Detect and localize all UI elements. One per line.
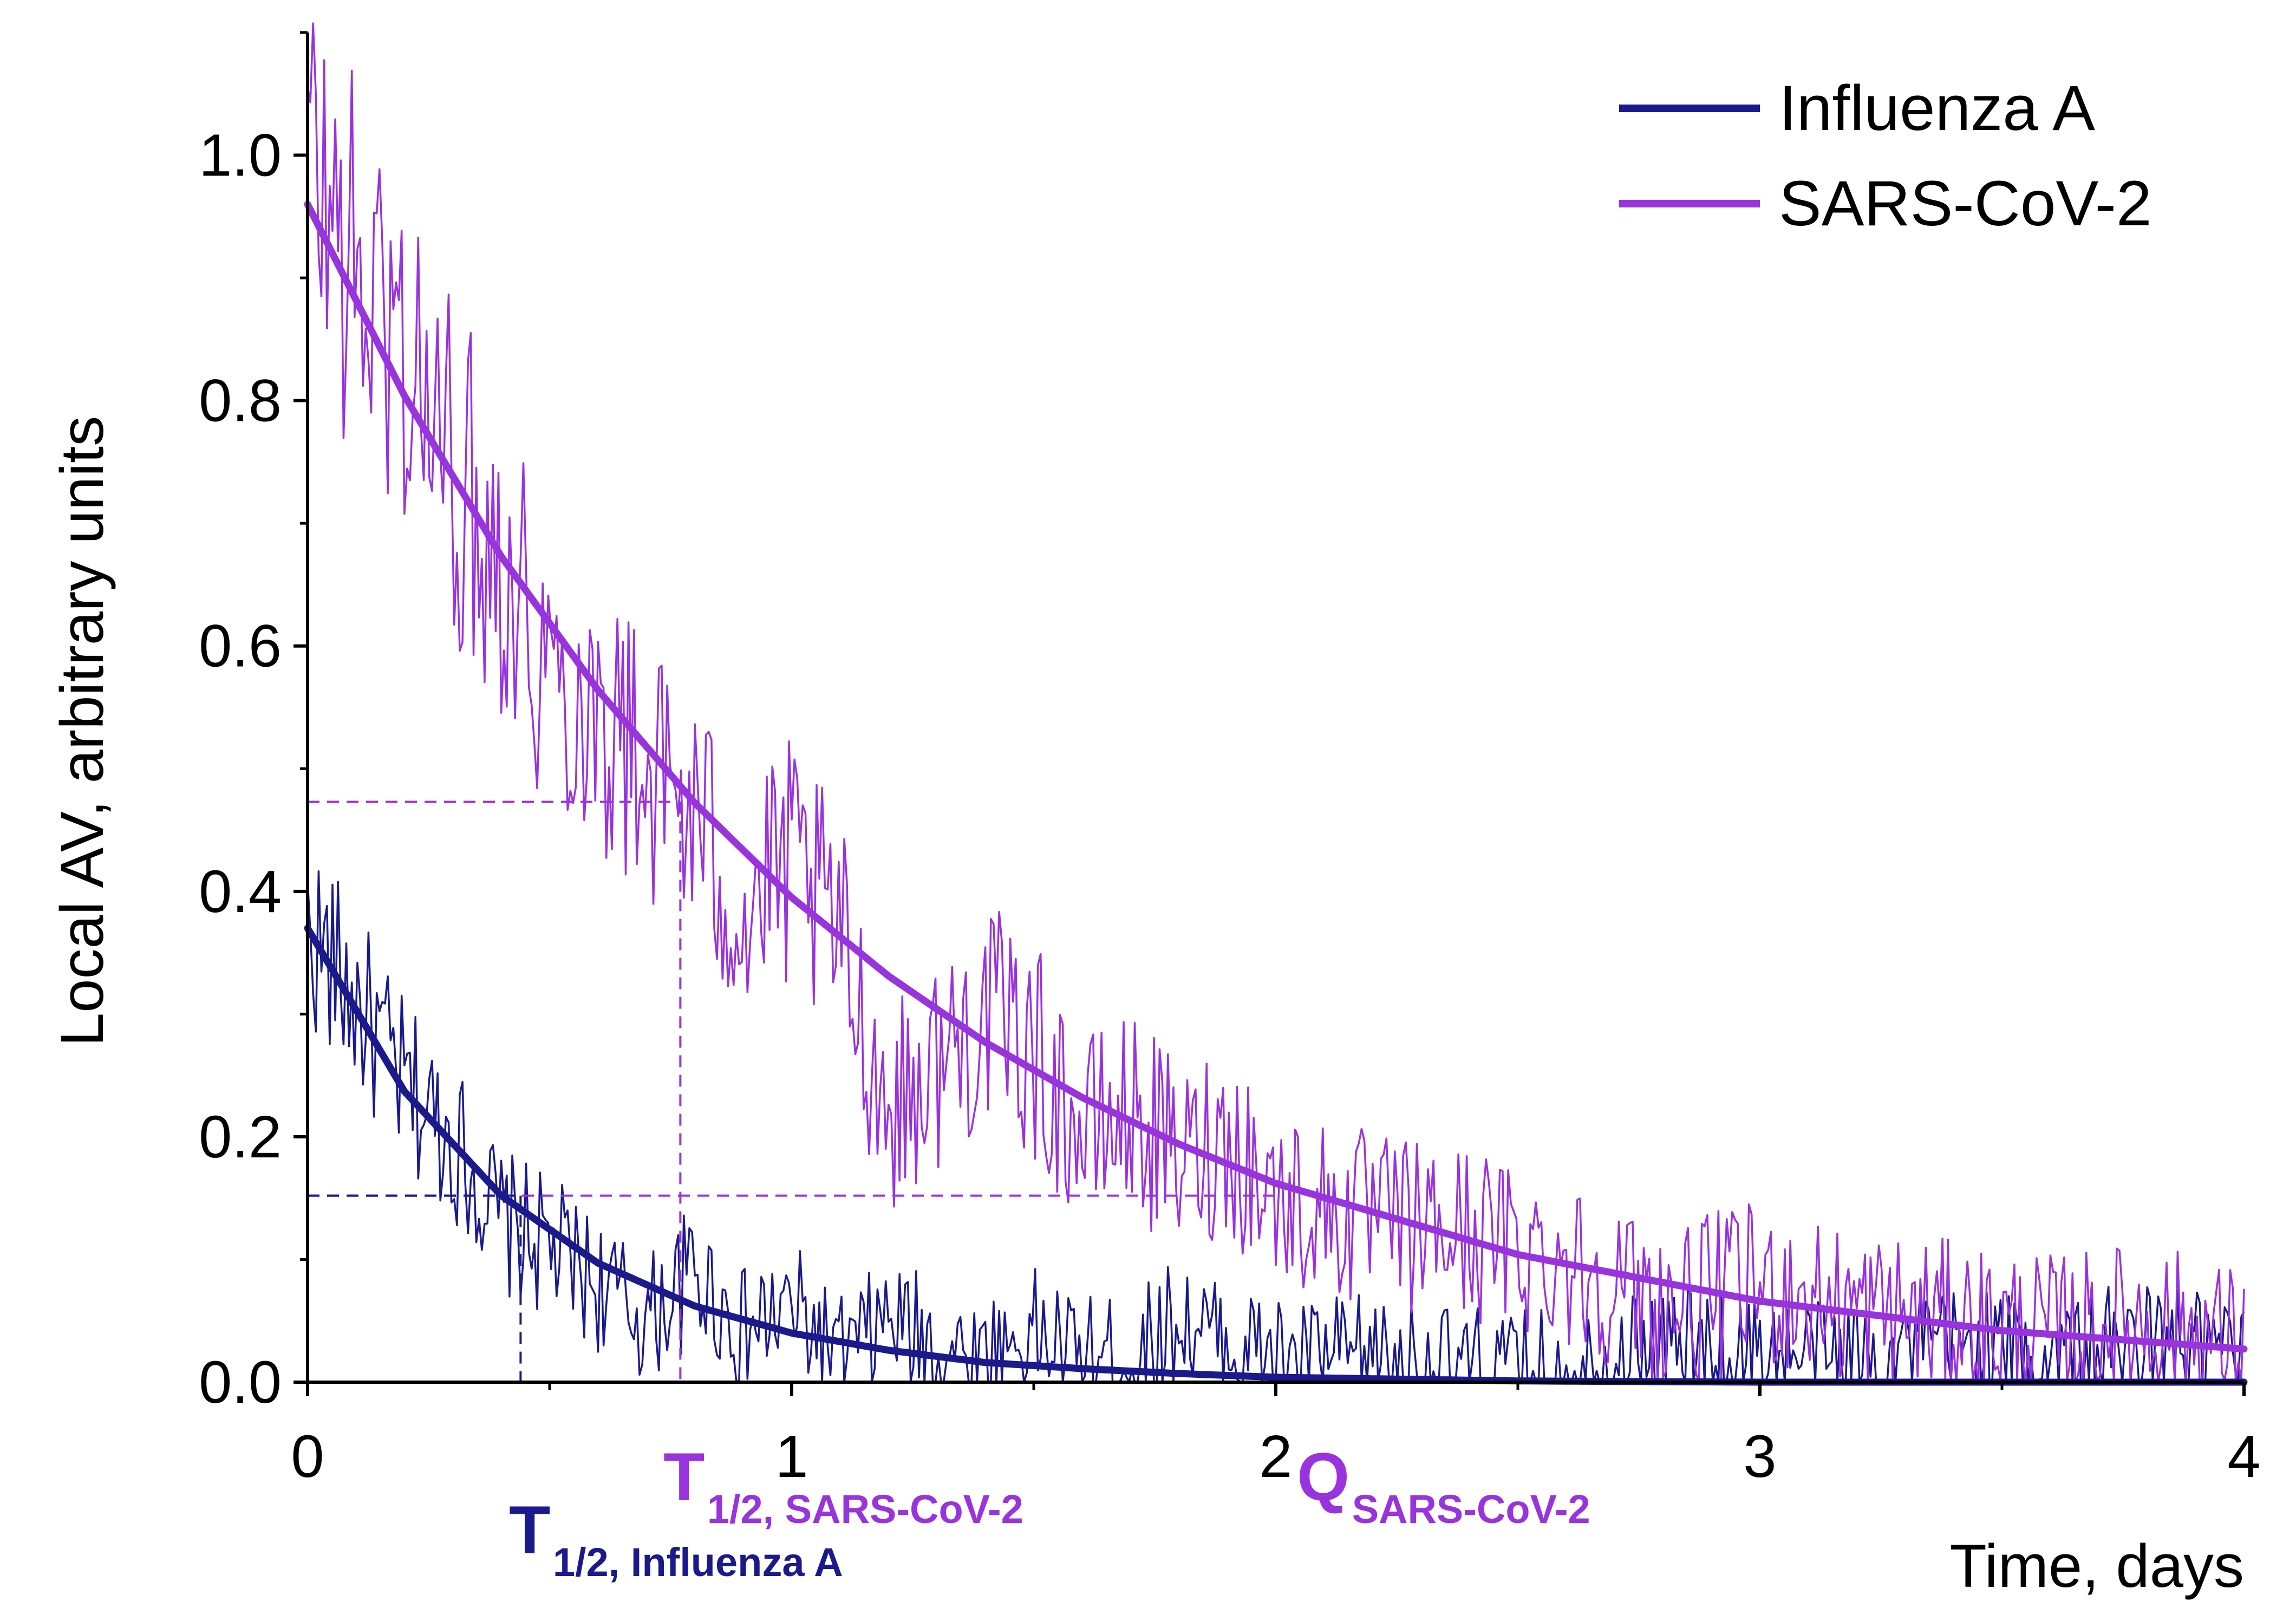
annotation-t-half-sars-main: T: [663, 1440, 705, 1515]
legend-label-influenza: Influenza A: [1779, 73, 2095, 144]
y-tick-label: 0.0: [199, 1349, 282, 1416]
annotation-t-half-influenza-sub: 1/2, Influenza A: [553, 1540, 843, 1585]
x-tick-label: 1: [775, 1423, 808, 1490]
annotation-t-half-influenza: T 1/2, Influenza A: [509, 1493, 843, 1585]
annotation-t-half-influenza-main: T: [509, 1493, 550, 1568]
y-tick-label: 0.4: [199, 858, 282, 925]
x-axis-title: Time, days: [1949, 1532, 2244, 1600]
x-tick-label: 3: [1743, 1423, 1776, 1490]
axis-ticks: 0 1 2 3 4 0.0 0.2 0.4 0.6 0.8 1.0: [199, 31, 2261, 1490]
y-tick-label: 0.6: [199, 613, 282, 680]
x-tick-label: 4: [2227, 1423, 2260, 1490]
legend: Influenza A SARS-CoV-2: [1619, 73, 2152, 239]
x-tick-label: 0: [291, 1423, 324, 1490]
fit-curve-sars-cov-2: [304, 200, 2248, 1353]
y-axis-title: Local AV, arbitrary units: [48, 416, 116, 1046]
annotation-q-sars-main: Q: [1297, 1440, 1349, 1515]
x-tick-label: 2: [1259, 1423, 1292, 1490]
y-tick-label: 0.2: [199, 1104, 282, 1170]
annotation-q-sars-sub: SARS-CoV-2: [1352, 1487, 1590, 1532]
y-tick-label: 1.0: [199, 122, 282, 189]
guide-lines-layer: [308, 800, 1276, 1382]
y-tick-label: 0.8: [199, 368, 282, 434]
raw-trace-sars-cov-2: [306, 22, 2245, 1383]
legend-label-sars: SARS-CoV-2: [1779, 168, 2152, 239]
annotation-q-sars: Q SARS-CoV-2: [1297, 1440, 1590, 1532]
annotation-t-half-sars: T 1/2, SARS-CoV-2: [663, 1440, 1023, 1532]
annotation-t-half-sars-sub: 1/2, SARS-CoV-2: [707, 1487, 1023, 1532]
